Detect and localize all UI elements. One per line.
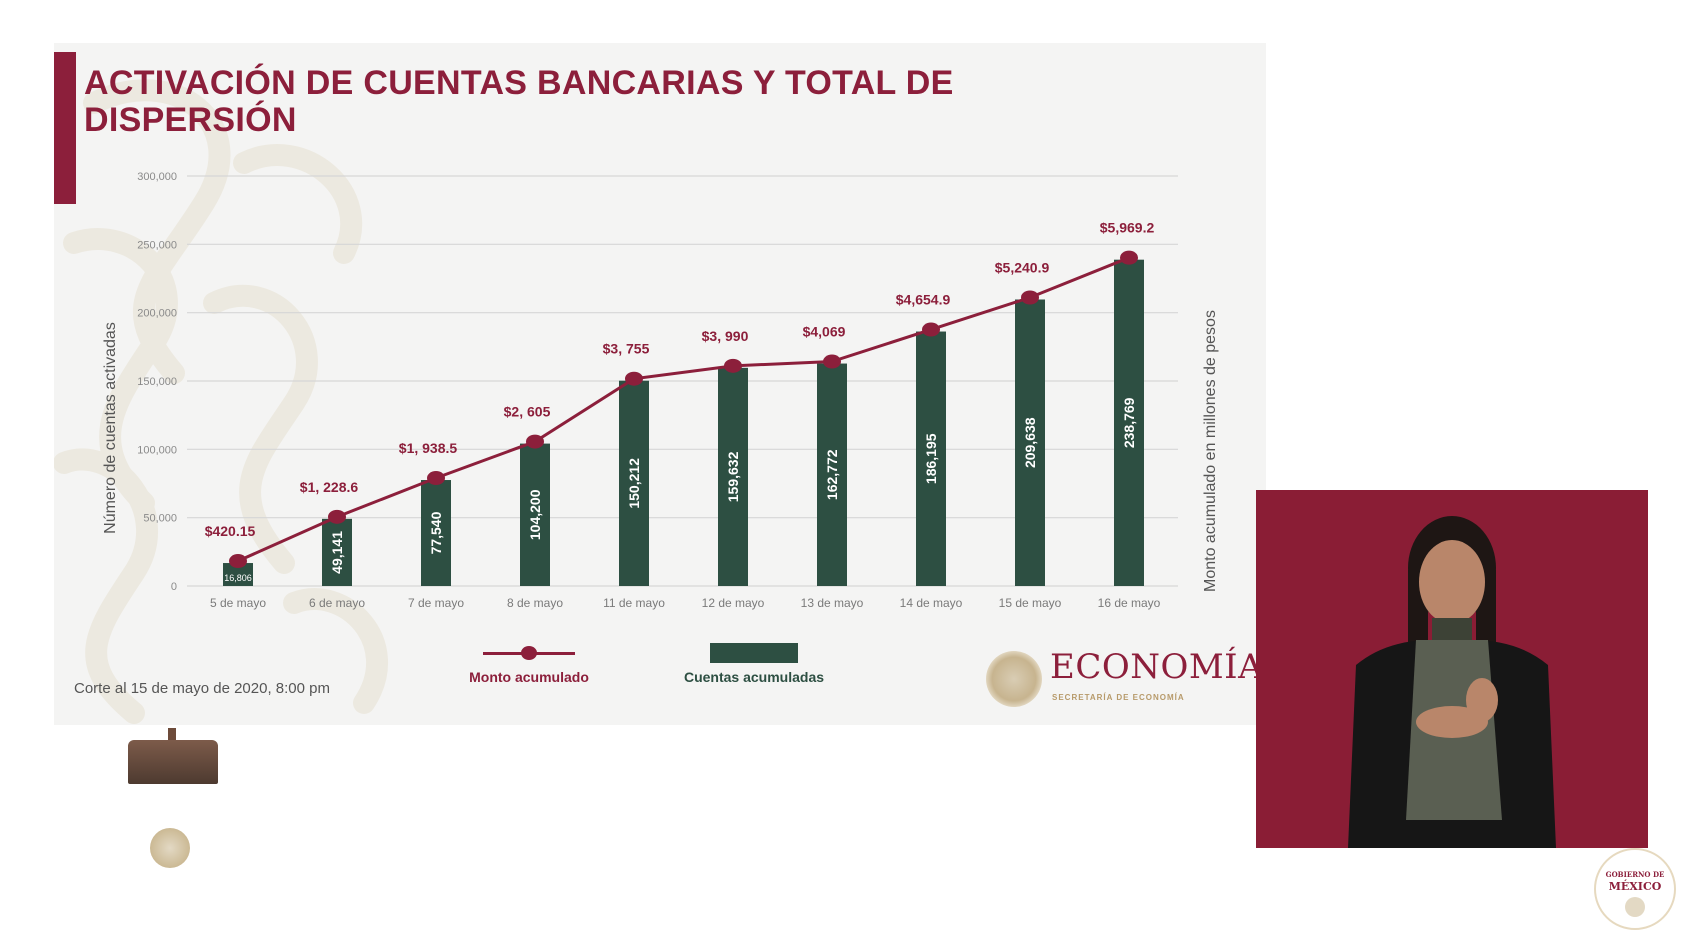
interpreter-figure-icon: [1348, 516, 1556, 848]
y-tick-label: 0: [171, 581, 177, 593]
national-seal-icon: [1625, 897, 1645, 917]
gob-logo-line1: GOBIERNO DE: [1605, 870, 1665, 879]
line-marker: [526, 434, 544, 449]
title-line-2: DISPERSIÓN: [84, 101, 297, 139]
bar-cuentas: [916, 331, 946, 586]
line-marker: [724, 358, 742, 373]
y-tick-label: 150,000: [137, 376, 177, 388]
bar-cuentas: [520, 443, 550, 586]
y-tick-label: 50,000: [143, 513, 177, 525]
bar-cuentas: [1114, 259, 1144, 586]
title-accent-bar: [54, 52, 76, 204]
line-value-label: $3, 755: [603, 341, 650, 357]
bar-value-label: 238,769: [1121, 397, 1137, 448]
x-tick-label: 8 de mayo: [507, 596, 563, 610]
economia-wordmark: ECONOMÍA: [1050, 647, 1264, 687]
legend-bar-swatch-icon: [710, 643, 798, 663]
sign-language-interpreter-video: [1256, 490, 1648, 848]
line-value-label: $1, 228.6: [300, 479, 359, 495]
monument-icon: [168, 728, 176, 748]
bar-value-label: 77,540: [428, 511, 444, 554]
line-marker: [922, 322, 940, 337]
line-marker: [229, 554, 247, 569]
legend-cuentas-label: Cuentas acumuladas: [683, 669, 825, 685]
line-marker: [427, 471, 445, 486]
x-tick-label: 14 de mayo: [900, 596, 963, 610]
slide-title: ACTIVACIÓN DE CUENTAS BANCARIAS Y TOTAL …: [84, 65, 1084, 139]
line-marker: [328, 509, 346, 524]
legend-monto: Monto acumulado: [454, 643, 604, 685]
line-marker: [1021, 290, 1039, 305]
bar-value-label: 150,212: [626, 458, 642, 509]
line-marker: [823, 354, 841, 369]
bar-cuentas: [223, 563, 253, 586]
bar-value-label: 49,141: [329, 531, 345, 574]
y-tick-label: 300,000: [137, 171, 177, 183]
line-value-label: $1, 938.5: [399, 440, 458, 456]
x-tick-label: 12 de mayo: [702, 596, 765, 610]
line-value-label: $4,069: [803, 324, 846, 340]
bar-cuentas: [718, 367, 748, 586]
x-tick-label: 15 de mayo: [999, 596, 1062, 610]
gob-logo-line2: MÉXICO: [1608, 880, 1662, 893]
economia-logo: ECONOMÍA SECRETARÍA DE ECONOMÍA: [986, 647, 1263, 715]
line-monto: [237, 256, 1130, 563]
bar-value-label: 186,195: [923, 433, 939, 484]
line-value-label: $420.15: [205, 523, 256, 539]
bar-cuentas: [421, 480, 451, 586]
slide-panel: ACTIVACIÓN DE CUENTAS BANCARIAS Y TOTAL …: [54, 43, 1266, 725]
national-seal-icon: [150, 828, 190, 868]
y-tick-label: 100,000: [137, 444, 177, 456]
line-value-label: $5,969.2: [1100, 220, 1155, 236]
line-value-label: $3, 990: [702, 328, 749, 344]
y-tick-label: 250,000: [137, 239, 177, 251]
gobierno-de-mexico-logo-left: [118, 728, 228, 868]
x-tick-label: 16 de mayo: [1098, 596, 1161, 610]
national-seal-icon: [986, 651, 1042, 707]
combo-chart: 0 50,000 100,000 150,000 200,000 250,000 300,0…: [137, 171, 1178, 610]
bar-value-label: 104,200: [527, 489, 543, 540]
bar-value-label: 209,638: [1022, 417, 1038, 468]
heroes-illustration-icon: [128, 740, 218, 784]
bar-value-label: 159,632: [725, 451, 741, 502]
line-marker: [1120, 250, 1138, 265]
bar-value-label: 16,806: [224, 573, 252, 583]
x-tick-label: 13 de mayo: [801, 596, 864, 610]
bar-cuentas: [817, 363, 847, 586]
legend-monto-label: Monto acumulado: [469, 669, 589, 685]
bar-value-label: 162,772: [824, 449, 840, 500]
x-tick-label: 7 de mayo: [408, 596, 464, 610]
line-marker: [625, 371, 643, 386]
economia-subtitle: SECRETARÍA DE ECONOMÍA: [1052, 693, 1185, 702]
legend-cuentas: Cuentas acumuladas: [664, 643, 844, 685]
y-tick-label: 200,000: [137, 308, 177, 320]
title-line-1: ACTIVACIÓN DE CUENTAS BANCARIAS Y TOTAL …: [84, 64, 954, 102]
line-value-label: $2, 605: [504, 404, 551, 420]
gobierno-de-mexico-logo-right: GOBIERNO DE MÉXICO: [1594, 848, 1676, 930]
bar-cuentas: [322, 518, 352, 586]
line-value-label: $5,240.9: [995, 259, 1050, 275]
x-tick-label: 6 de mayo: [309, 596, 365, 610]
x-tick-label: 5 de mayo: [210, 596, 266, 610]
x-tick-label: 11 de mayo: [603, 596, 665, 610]
bar-cuentas: [619, 380, 649, 586]
footnote: Corte al 15 de mayo de 2020, 8:00 pm: [74, 680, 330, 697]
bar-cuentas: [1015, 299, 1045, 586]
line-value-label: $4,654.9: [896, 292, 951, 308]
legend-line-marker-icon: [483, 643, 575, 663]
